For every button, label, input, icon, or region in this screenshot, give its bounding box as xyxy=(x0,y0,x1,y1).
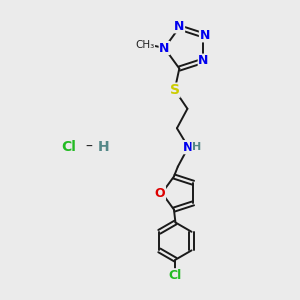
Text: Cl: Cl xyxy=(169,269,182,282)
Text: N: N xyxy=(183,141,194,154)
Text: N: N xyxy=(198,54,209,67)
Text: H: H xyxy=(98,140,109,154)
Text: N: N xyxy=(159,41,170,55)
Text: Cl: Cl xyxy=(61,140,76,154)
Text: H: H xyxy=(192,142,201,152)
Text: S: S xyxy=(170,83,180,97)
Text: N: N xyxy=(200,29,210,42)
Text: N: N xyxy=(174,20,184,33)
Text: –: – xyxy=(85,140,92,154)
Text: O: O xyxy=(155,187,165,200)
Text: CH₃: CH₃ xyxy=(135,40,154,50)
